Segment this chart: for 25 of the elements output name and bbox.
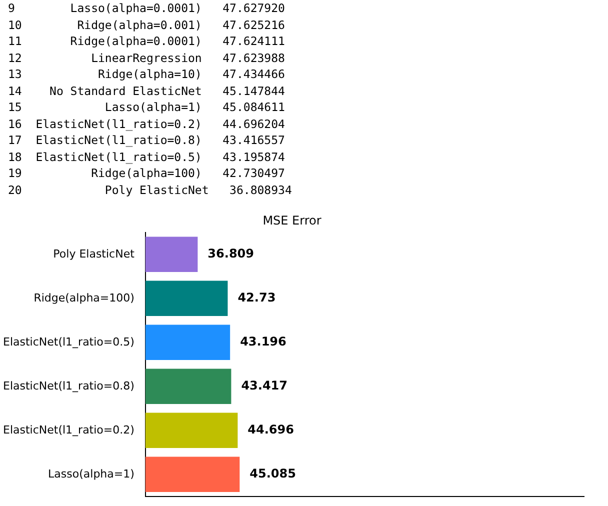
text: 12 LinearRegression 47.623988 [8, 50, 286, 66]
text: 18 ElasticNet(l1_ratio=0.5) 43.195874 [8, 148, 286, 165]
text: 19 Ridge(alpha=100) 42.730497 [8, 165, 286, 182]
chart-title: MSE Error [262, 213, 322, 228]
text: 9 Lasso(alpha=0.0001) 47.627920 [8, 0, 286, 16]
text: 17 ElasticNet(l1_ratio=0.8) 43.416557 [8, 132, 286, 148]
y-tick-label: Ridge(alpha=100) [34, 291, 134, 304]
data-label: 43.417 [241, 378, 288, 393]
text: 15 Lasso(alpha=1) 45.084611 [8, 99, 286, 116]
text: 14 No Standard ElasticNet 45.147844 [8, 82, 286, 99]
text: 16 ElasticNet(l1_ratio=0.2) 44.696204 [8, 116, 286, 132]
data-label: 36.809 [208, 246, 254, 261]
y-tick-label: Poly ElasticNet [53, 247, 136, 260]
data-label: 44.696 [248, 422, 294, 437]
text: 13 Ridge(alpha=10) 47.434466 [8, 66, 286, 82]
data-label: 43.196 [240, 334, 286, 349]
data-label: 42.73 [238, 290, 276, 305]
text: 10 Ridge(alpha=0.001) 47.625216 [8, 16, 286, 33]
text: 20 Poly ElasticNet 36.808934 [8, 182, 292, 198]
y-tick-label: ElasticNet(l1_ratio=0.2) [2, 423, 134, 436]
y-tick-label: ElasticNet(l1_ratio=0.8) [2, 379, 134, 392]
text: 11 Ridge(alpha=0.0001) 47.624111 [8, 33, 286, 50]
y-tick-label: Lasso(alpha=1) [48, 467, 134, 480]
y-tick-label: ElasticNet(l1_ratio=0.5) [2, 335, 134, 348]
data-label: 45.085 [250, 466, 296, 481]
